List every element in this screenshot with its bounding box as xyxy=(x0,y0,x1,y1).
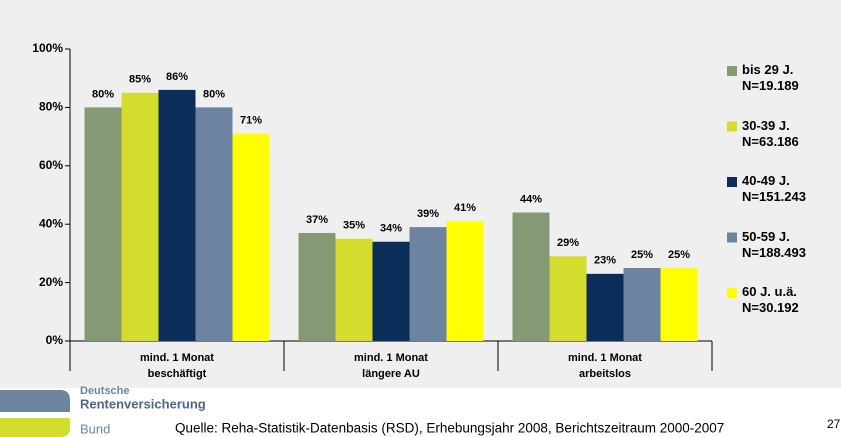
bar xyxy=(623,268,661,341)
data-label: 41% xyxy=(454,202,476,214)
y-tick-label: 80% xyxy=(39,100,63,114)
legend-swatch xyxy=(727,121,737,132)
logo-shape-top xyxy=(0,390,70,412)
data-label: 25% xyxy=(631,249,653,261)
legend-swatch xyxy=(727,177,737,187)
legend-label: 50-59 J. N=188.493 xyxy=(742,228,806,260)
bar xyxy=(446,221,484,341)
x-tick-label: mind. 1 Monat arbeitslos xyxy=(568,352,642,380)
bar xyxy=(549,256,587,341)
data-label: 85% xyxy=(129,74,151,86)
bar xyxy=(409,227,447,341)
bar xyxy=(195,107,233,342)
legend-swatch xyxy=(727,66,737,76)
legend-label: 60 J. u.ä. N=30.192 xyxy=(742,284,799,315)
data-label: 80% xyxy=(203,88,225,100)
bar xyxy=(660,268,698,341)
data-label: 39% xyxy=(417,208,439,220)
legend-label: bis 29 J. N=19.189 xyxy=(742,62,799,93)
data-label: 86% xyxy=(166,71,188,83)
legend-swatch xyxy=(727,288,737,298)
legend-label: 40-49 J. N=151.243 xyxy=(742,173,806,204)
bar xyxy=(232,133,270,341)
bar xyxy=(512,212,550,341)
x-tick-label: mind. 1 Monat beschäftigt xyxy=(140,352,214,380)
page-number: 27 xyxy=(827,417,841,431)
bar xyxy=(121,92,159,341)
bar xyxy=(335,238,373,341)
legend-label: 30-39 J. N=63.186 xyxy=(742,117,799,149)
bar xyxy=(586,273,624,341)
data-label: 44% xyxy=(520,193,542,205)
logo-text: Rentenversicherung xyxy=(80,396,206,411)
y-tick-label: 60% xyxy=(39,158,63,172)
data-label: 35% xyxy=(343,220,365,232)
data-label: 29% xyxy=(557,237,579,249)
y-tick-label: 20% xyxy=(39,275,63,289)
legend-swatch xyxy=(727,232,737,243)
bar xyxy=(158,89,196,341)
data-label: 25% xyxy=(668,249,690,261)
data-label: 34% xyxy=(380,223,402,235)
y-tick-label: 40% xyxy=(39,216,63,230)
data-label: 37% xyxy=(306,214,328,226)
y-tick-label: 0% xyxy=(46,333,64,347)
bar xyxy=(298,232,336,341)
source-note: Quelle: Reha-Statistik-Datenbasis (RSD),… xyxy=(175,421,724,436)
logo-shape-bottom xyxy=(0,418,70,437)
y-tick-label: 100% xyxy=(32,41,63,55)
data-label: 80% xyxy=(92,88,114,100)
x-tick-label: mind. 1 Monat längere AU xyxy=(354,352,428,380)
bar xyxy=(372,241,410,341)
bar xyxy=(84,107,122,342)
logo-text: Deutsche xyxy=(80,385,130,397)
logo-text: Bund xyxy=(80,421,110,436)
data-label: 71% xyxy=(240,115,262,127)
data-label: 23% xyxy=(594,255,616,267)
